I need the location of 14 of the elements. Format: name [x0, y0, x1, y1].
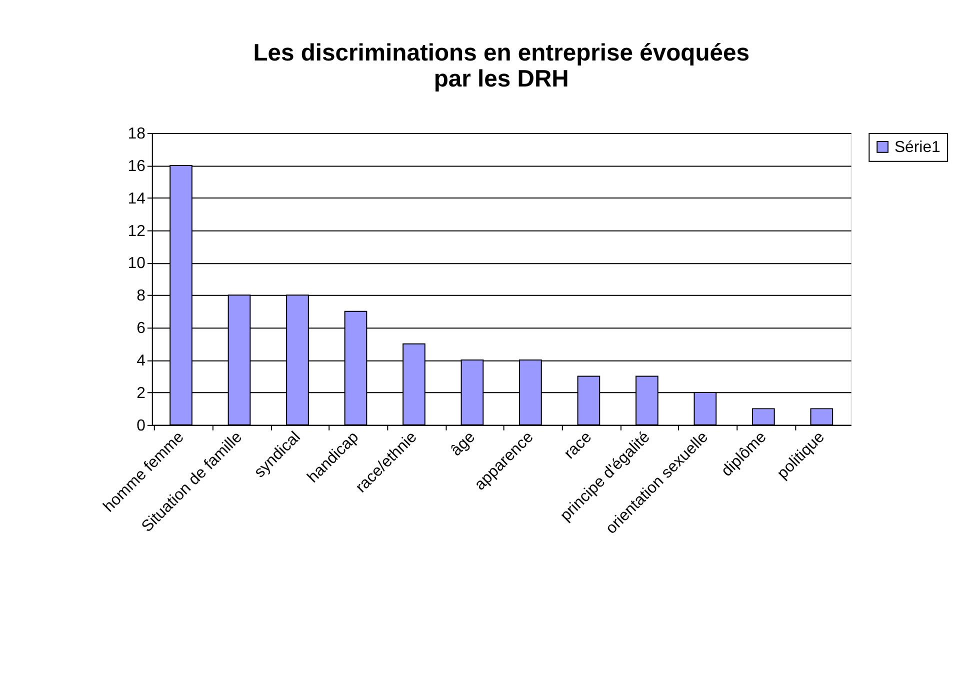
y-tick-label: 18: [128, 125, 146, 142]
y-tick-label: 12: [128, 222, 146, 240]
y-tick-label: 6: [136, 320, 146, 338]
y-tick-label: 8: [136, 288, 146, 305]
y-tick-label: 10: [128, 255, 146, 272]
x-tick-label: âge: [448, 428, 479, 460]
y-tick-label: 16: [128, 158, 146, 175]
y-tick-label: 0: [136, 417, 146, 434]
chart-title: Les discriminations en entreprise évoquées par les DRH: [253, 40, 750, 92]
y-tick-label: 4: [136, 352, 146, 370]
y-tick-label: 2: [136, 384, 146, 402]
y-tick-label: 14: [128, 190, 146, 208]
x-tick-label: race: [561, 428, 596, 463]
legend-label: Série1: [894, 138, 941, 156]
